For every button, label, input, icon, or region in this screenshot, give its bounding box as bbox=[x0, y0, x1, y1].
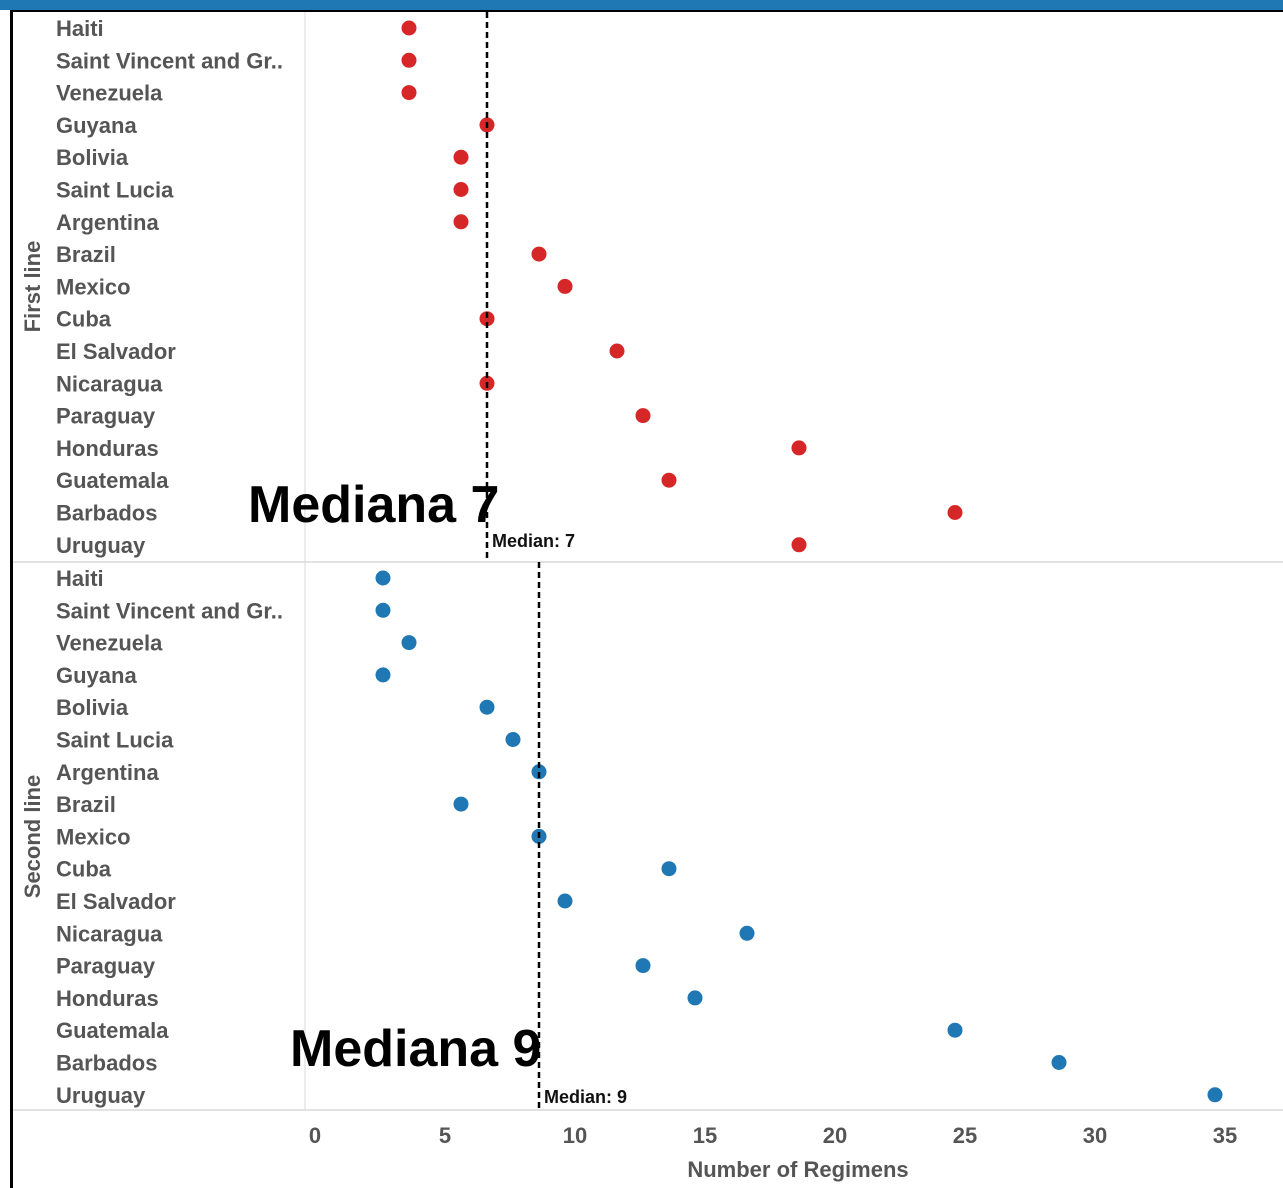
second-line-dot bbox=[635, 958, 651, 974]
second-line-dot bbox=[739, 925, 755, 941]
row-label: Bolivia bbox=[56, 145, 129, 170]
first-line-dot bbox=[947, 505, 963, 520]
row-label: El Salvador bbox=[56, 889, 176, 914]
second-line-dot bbox=[375, 570, 391, 586]
first-line-dot bbox=[557, 278, 573, 294]
row-label: Guatemala bbox=[56, 1018, 169, 1043]
second-line-dot bbox=[375, 602, 391, 618]
first-line-dot bbox=[479, 311, 495, 327]
x-tick-label: 10 bbox=[563, 1123, 587, 1148]
first-line-dot bbox=[531, 246, 547, 262]
second-line-dot bbox=[401, 635, 417, 651]
row-label: Guatemala bbox=[56, 468, 169, 493]
frame-top-border bbox=[10, 10, 1283, 12]
row-label: Cuba bbox=[56, 307, 112, 332]
second-line-median-label: Median: 9 bbox=[544, 1087, 627, 1107]
second-line-panel-label: Second line bbox=[20, 775, 45, 898]
x-tick-label: 30 bbox=[1083, 1123, 1107, 1148]
x-tick-label: 35 bbox=[1213, 1123, 1237, 1148]
x-tick-label: 5 bbox=[439, 1123, 451, 1148]
row-label: El Salvador bbox=[56, 339, 176, 364]
row-label: Cuba bbox=[56, 857, 112, 882]
row-label: Brazil bbox=[56, 242, 116, 267]
second-line-dot bbox=[557, 893, 573, 909]
row-label: Saint Vincent and Gr.. bbox=[56, 48, 283, 73]
x-tick-label: 20 bbox=[823, 1123, 847, 1148]
first-line-dot bbox=[635, 408, 651, 424]
row-label: Nicaragua bbox=[56, 921, 163, 946]
second-line-annotation: Mediana 9 bbox=[290, 1020, 541, 1078]
first-line-dot bbox=[401, 20, 417, 36]
row-label: Saint Lucia bbox=[56, 728, 174, 753]
row-label: Guyana bbox=[56, 663, 137, 688]
second-line-dot bbox=[479, 699, 495, 715]
first-line-annotation: Mediana 7 bbox=[248, 476, 499, 534]
first-line-dot bbox=[661, 472, 677, 488]
row-label: Bolivia bbox=[56, 695, 129, 720]
first-line-dot bbox=[453, 149, 469, 165]
frame-left-border bbox=[10, 10, 13, 1188]
x-tick-label: 0 bbox=[309, 1123, 321, 1148]
frame-left-margin bbox=[0, 10, 10, 1188]
row-label: Uruguay bbox=[56, 1083, 146, 1108]
row-label: Barbados bbox=[56, 1051, 157, 1076]
row-label: Honduras bbox=[56, 436, 159, 461]
second-line-dot bbox=[531, 764, 547, 780]
first-line-panel-label: First line bbox=[20, 241, 45, 333]
row-label: Argentina bbox=[56, 760, 159, 785]
row-label: Saint Vincent and Gr.. bbox=[56, 598, 283, 623]
first-line-dot bbox=[609, 343, 625, 359]
row-label: Paraguay bbox=[56, 954, 156, 979]
x-axis-title: Number of Regimens bbox=[687, 1157, 908, 1182]
row-label: Honduras bbox=[56, 986, 159, 1011]
first-line-dot bbox=[791, 440, 807, 456]
row-label: Paraguay bbox=[56, 404, 156, 429]
second-line-dot bbox=[661, 861, 677, 877]
first-line-dot bbox=[453, 182, 469, 197]
row-label: Venezuela bbox=[56, 81, 163, 106]
first-line-dot bbox=[791, 537, 807, 553]
row-label: Haiti bbox=[56, 16, 104, 41]
first-line-dot bbox=[401, 85, 417, 101]
row-label: Guyana bbox=[56, 113, 137, 138]
x-tick-label: 15 bbox=[693, 1123, 717, 1148]
first-line-dot bbox=[453, 214, 469, 230]
row-label: Brazil bbox=[56, 792, 116, 817]
frame-top-bar bbox=[0, 0, 1283, 10]
row-label: Argentina bbox=[56, 210, 159, 235]
row-label: Venezuela bbox=[56, 631, 163, 656]
second-line-dot bbox=[1051, 1055, 1067, 1070]
second-line-dot bbox=[505, 732, 521, 747]
row-label: Nicaragua bbox=[56, 371, 163, 396]
second-line-dot bbox=[687, 990, 703, 1006]
row-label: Haiti bbox=[56, 566, 104, 591]
row-label: Saint Lucia bbox=[56, 178, 174, 203]
second-line-dot bbox=[453, 796, 469, 812]
row-label: Mexico bbox=[56, 824, 131, 849]
first-line-dot bbox=[401, 52, 417, 68]
second-line-dot bbox=[947, 1022, 963, 1038]
row-label: Uruguay bbox=[56, 533, 146, 558]
x-tick-label: 25 bbox=[953, 1123, 977, 1148]
second-line-dot bbox=[1207, 1087, 1223, 1103]
row-label: Mexico bbox=[56, 274, 131, 299]
row-label: Barbados bbox=[56, 501, 157, 526]
second-line-dot bbox=[375, 667, 391, 683]
first-line-median-label: Median: 7 bbox=[492, 531, 575, 551]
